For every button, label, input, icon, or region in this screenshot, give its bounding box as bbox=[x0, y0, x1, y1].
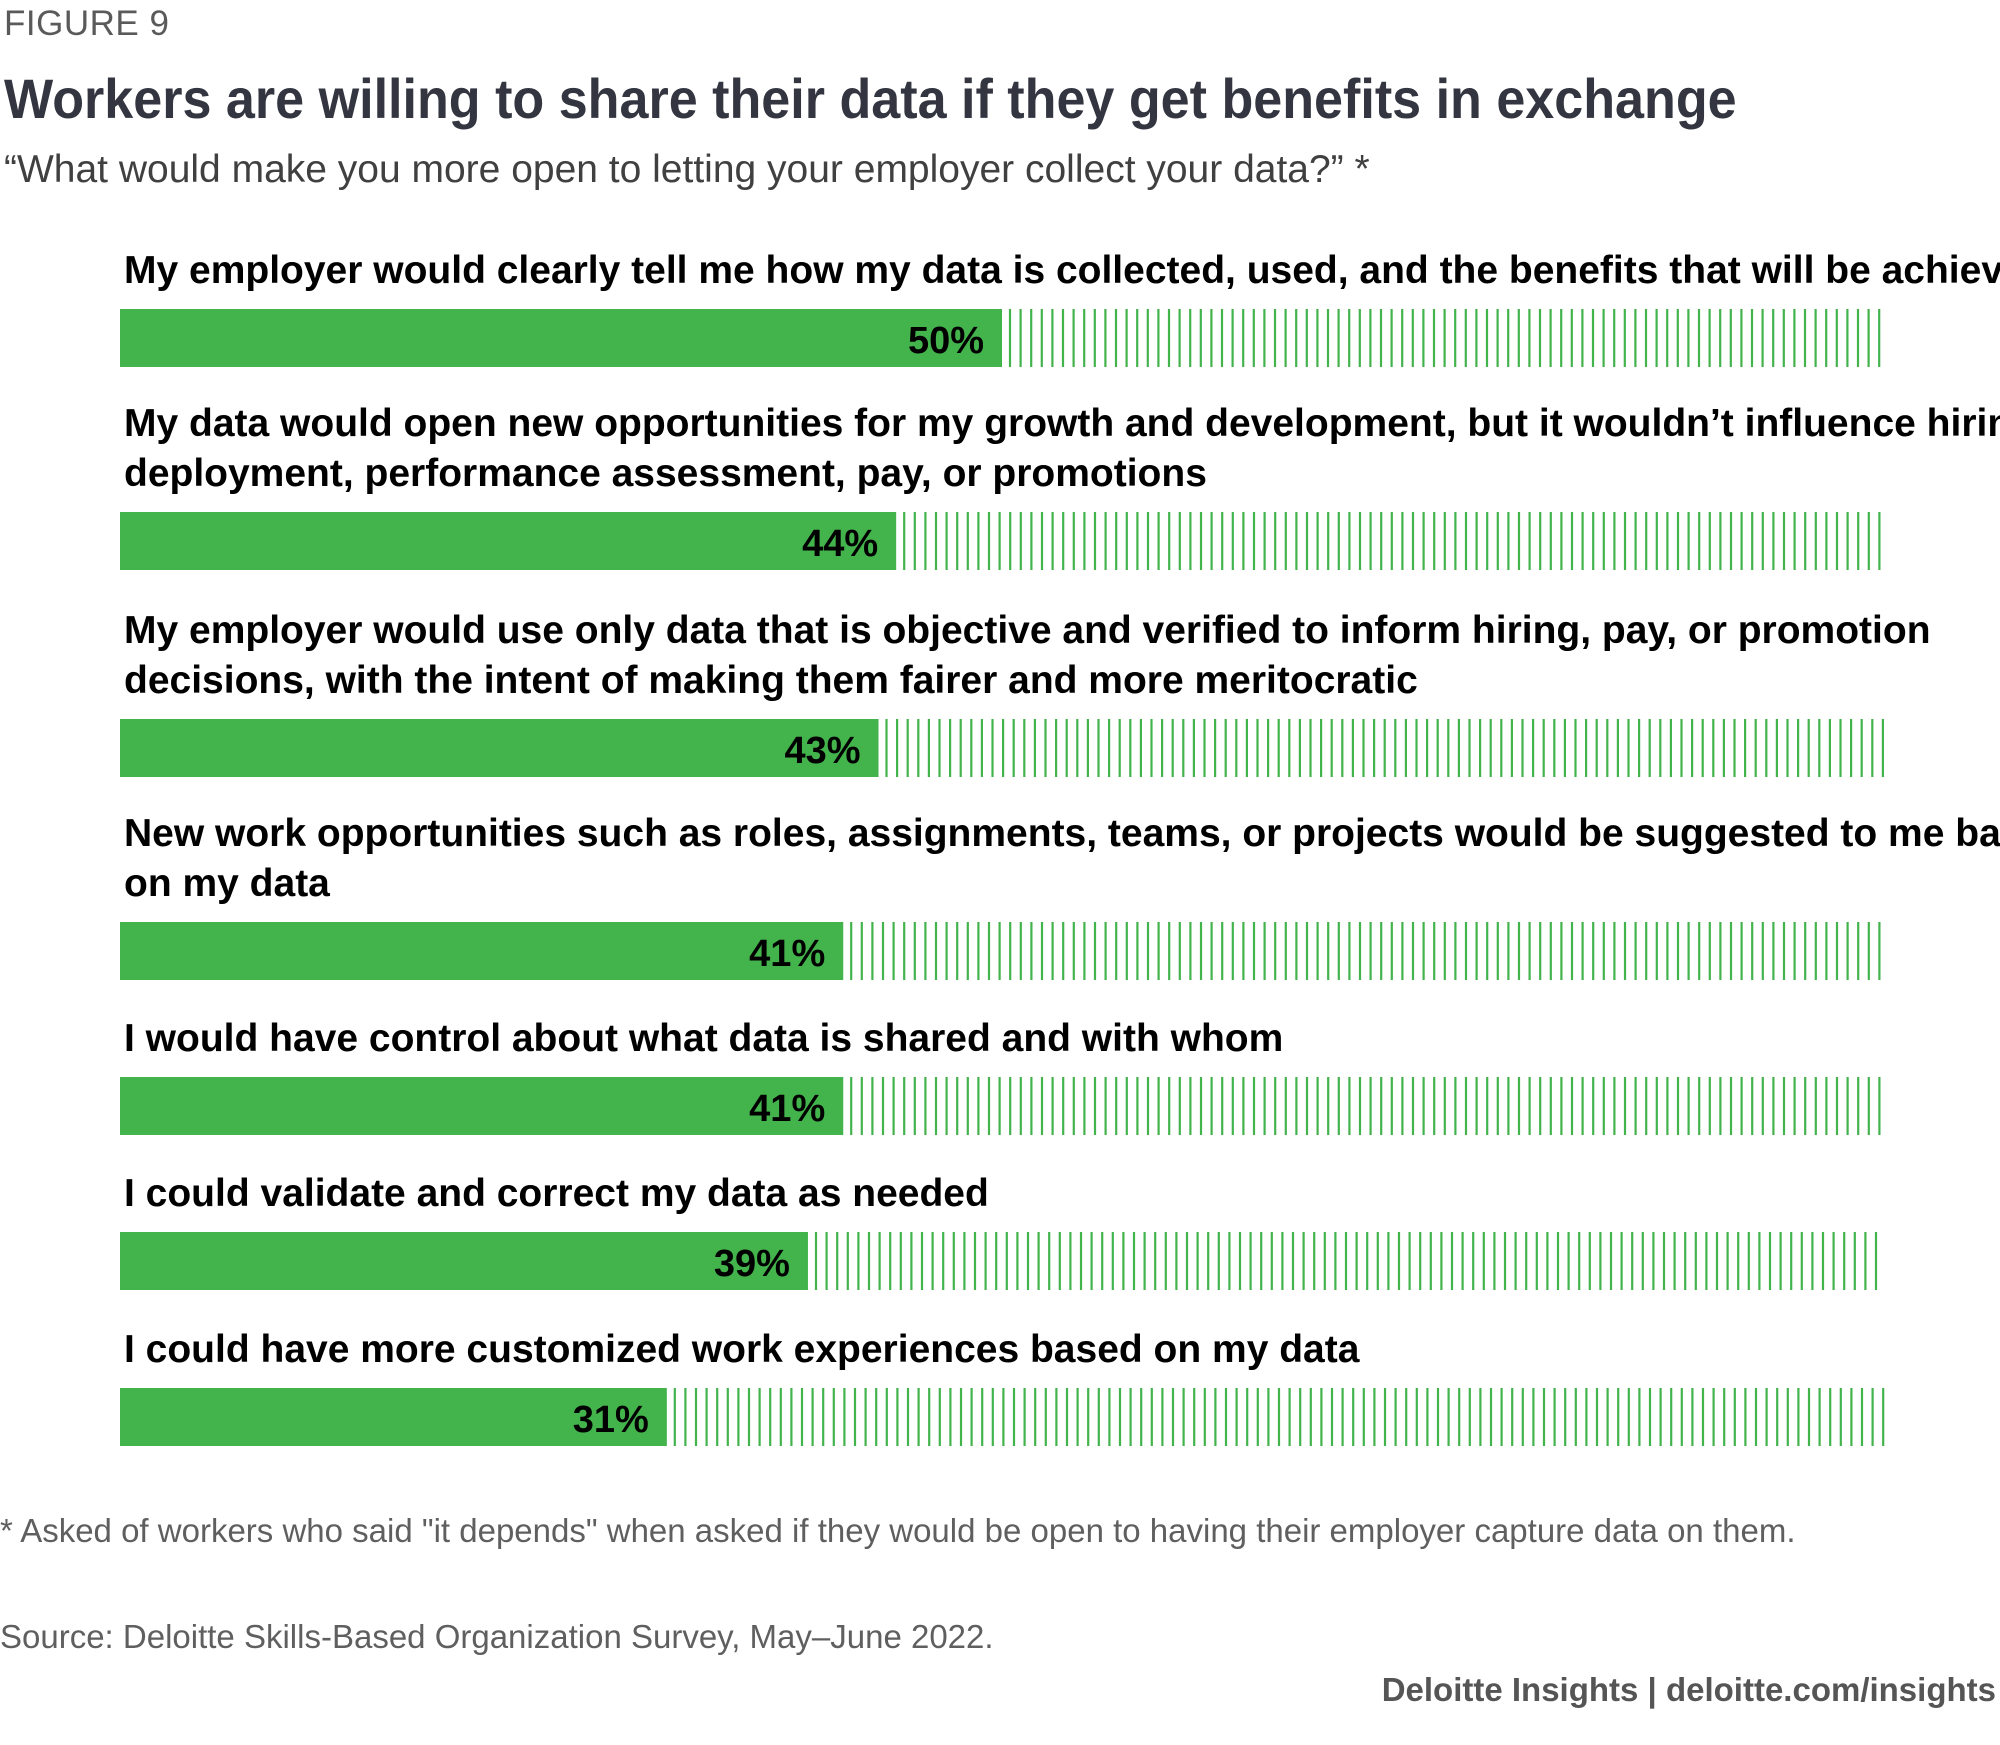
bar-remainder-hatch bbox=[850, 1077, 1881, 1135]
bar bbox=[120, 1232, 808, 1290]
bar-remainder-hatch bbox=[885, 719, 1885, 777]
bar-remainder-hatch bbox=[850, 922, 1881, 980]
value-label: 41% bbox=[749, 1088, 825, 1130]
category-label: My employer would clearly tell me how my… bbox=[124, 249, 2000, 292]
category-label: I could have more customized work experi… bbox=[124, 1328, 1360, 1371]
category-label: deployment, performance assessment, pay,… bbox=[124, 452, 1207, 495]
chart-subtitle: “What would make you more open to lettin… bbox=[4, 148, 1370, 191]
category-label: I could validate and correct my data as … bbox=[124, 1172, 989, 1215]
bar bbox=[120, 922, 844, 980]
bar bbox=[120, 1077, 844, 1135]
branding: Deloitte Insights | deloitte.com/insight… bbox=[1381, 1671, 1996, 1708]
bar bbox=[120, 1388, 667, 1446]
chart-title: Workers are willing to share their data … bbox=[4, 67, 1737, 130]
value-label: 31% bbox=[573, 1399, 649, 1441]
category-label: I would have control about what data is … bbox=[124, 1017, 1283, 1060]
bar bbox=[120, 719, 879, 777]
source-note: Source: Deloitte Skills-Based Organizati… bbox=[0, 1618, 994, 1655]
figure-label: FIGURE 9 bbox=[4, 4, 170, 43]
value-label: 43% bbox=[784, 730, 860, 772]
bar-chart: My employer would clearly tell me how my… bbox=[120, 249, 2000, 1446]
value-label: 50% bbox=[908, 320, 984, 362]
footnote: * Asked of workers who said "it depends"… bbox=[0, 1512, 1796, 1549]
value-label: 39% bbox=[714, 1243, 790, 1285]
category-label: My data would open new opportunities for… bbox=[124, 402, 2000, 445]
category-label: decisions, with the intent of making the… bbox=[124, 659, 1418, 702]
bar bbox=[120, 512, 897, 570]
value-label: 44% bbox=[802, 523, 878, 565]
bar bbox=[120, 309, 1002, 367]
category-label: My employer would use only data that is … bbox=[124, 609, 1931, 652]
value-label: 41% bbox=[749, 933, 825, 975]
bar-remainder-hatch bbox=[673, 1388, 1885, 1446]
category-label: New work opportunities such as roles, as… bbox=[124, 812, 2000, 855]
category-label: on my data bbox=[124, 862, 330, 905]
bar-remainder-hatch bbox=[903, 512, 1881, 570]
bar-remainder-hatch bbox=[1008, 309, 1881, 367]
bar-remainder-hatch bbox=[814, 1232, 1878, 1290]
